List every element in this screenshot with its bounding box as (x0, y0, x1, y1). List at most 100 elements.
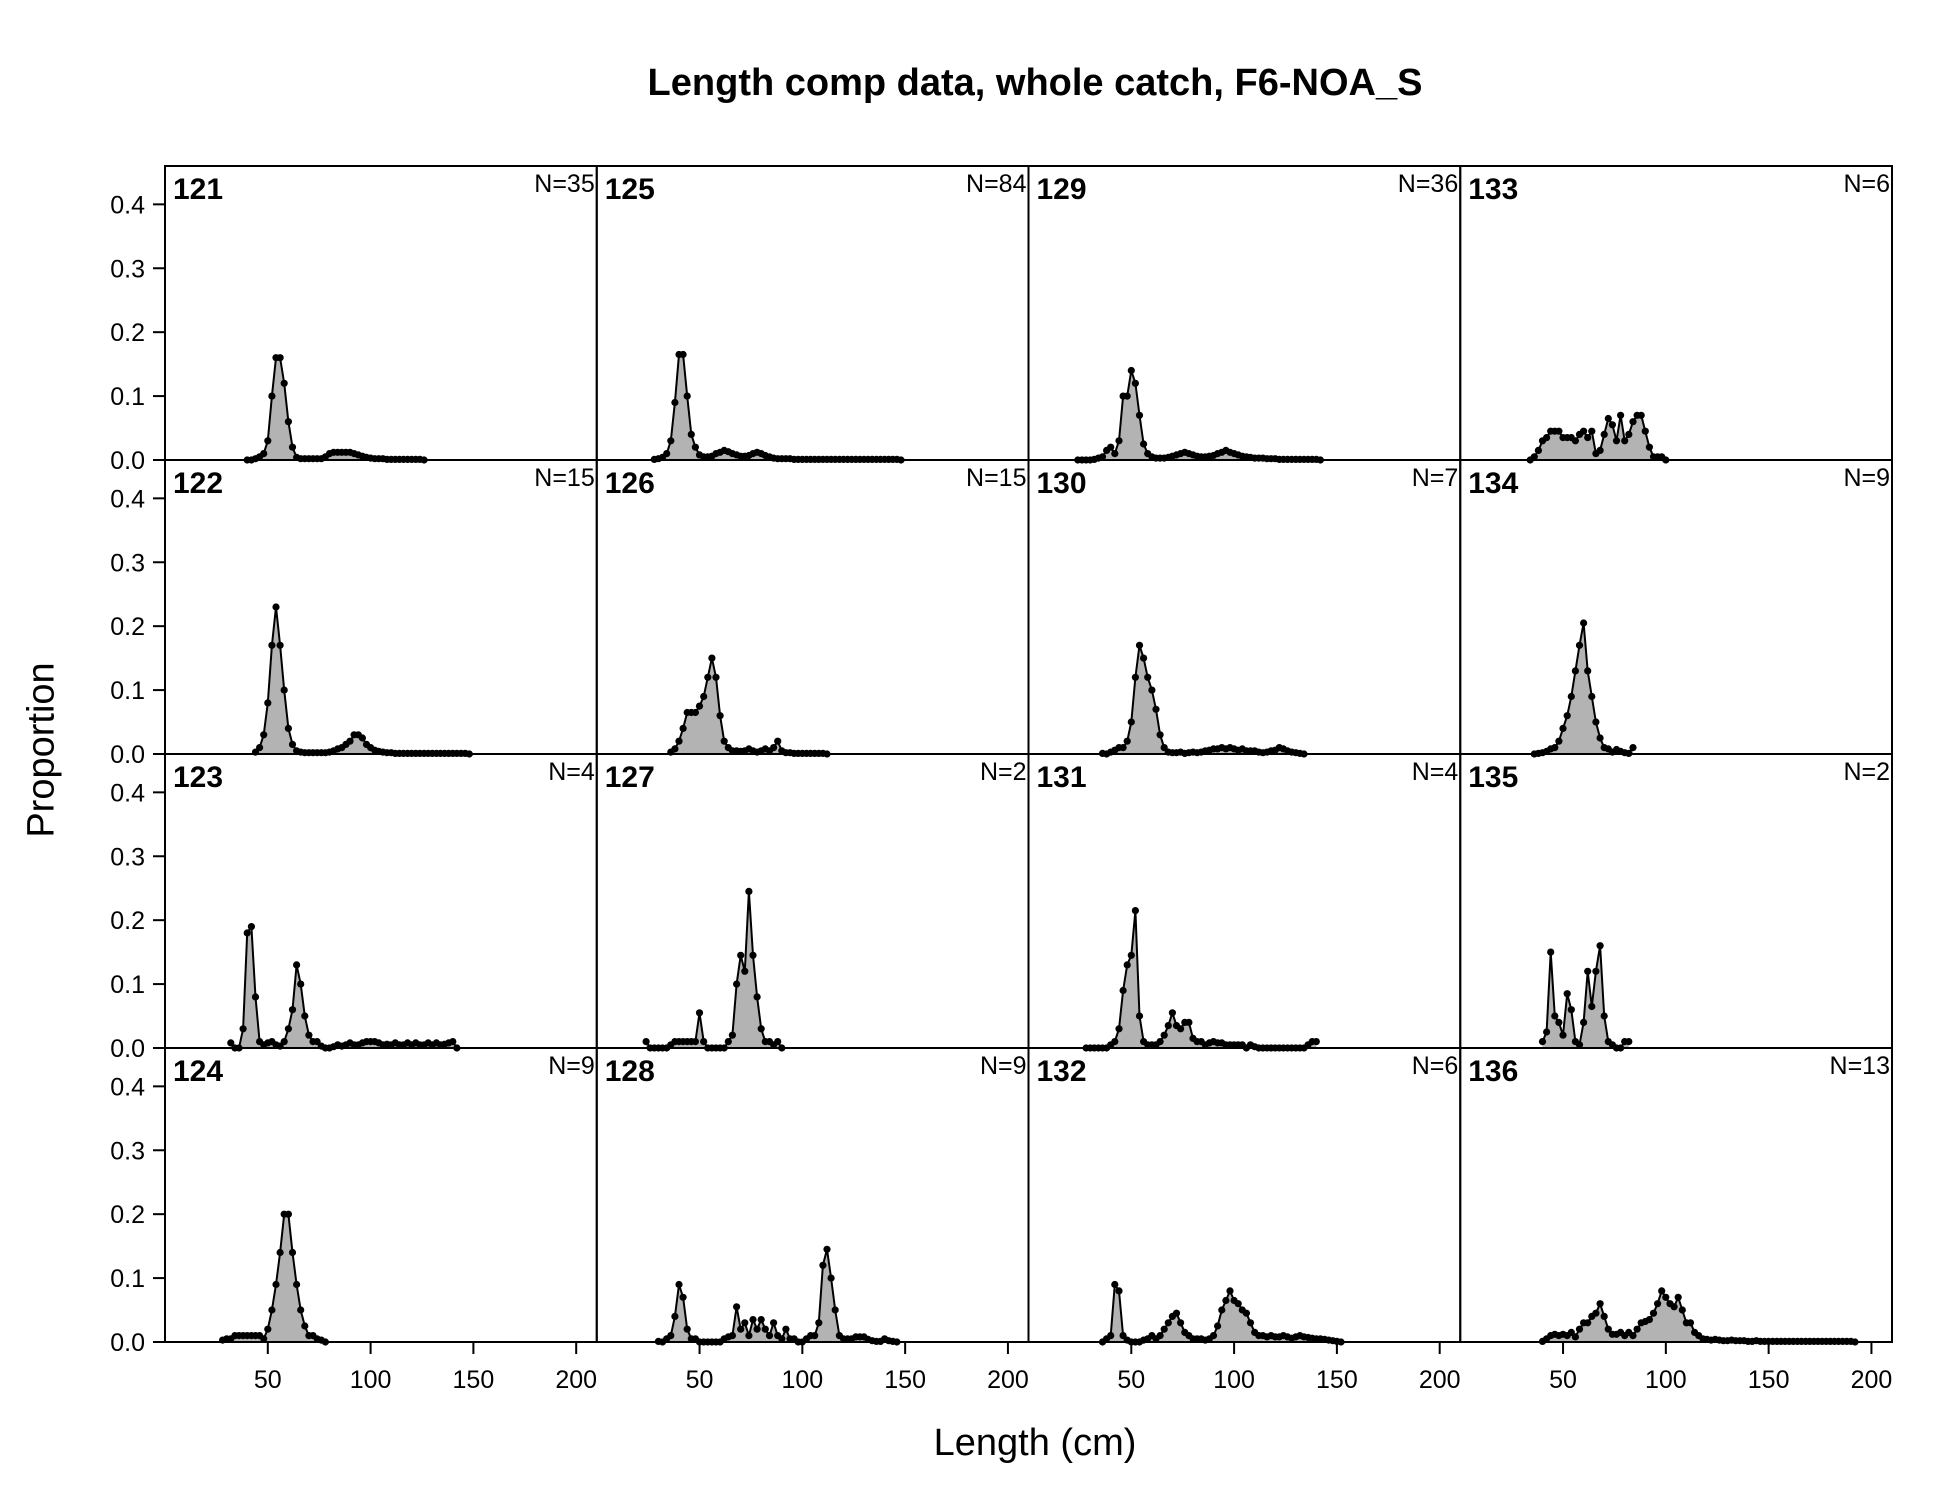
point-124-12 (268, 1306, 276, 1314)
point-132-16 (1164, 1319, 1172, 1327)
panel-frame-126 (595, 459, 1030, 755)
point-129-8 (1107, 443, 1115, 451)
line-123 (230, 923, 458, 1049)
panel-136: 136 N=13 50 100 150 200 (1459, 1047, 1893, 1394)
point-136-36 (1686, 1319, 1695, 1327)
point-121-4 (260, 450, 268, 458)
point-128-28 (770, 1319, 778, 1327)
area-130 (1102, 645, 1304, 754)
area-121 (247, 357, 425, 460)
x-tick-label: 100 (1213, 1366, 1255, 1394)
point-128-27 (765, 1332, 774, 1340)
point-136-29 (1658, 1287, 1666, 1295)
point-126-26 (774, 737, 782, 745)
area-125 (654, 354, 901, 460)
point-133-1 (1530, 453, 1538, 461)
point-125-8 (683, 392, 691, 400)
point-125-4 (667, 437, 675, 445)
panel-label-131: 131 (1037, 761, 1087, 794)
point-127-21 (728, 1031, 737, 1039)
point-127-23 (737, 951, 745, 959)
point-136-22 (1629, 1332, 1637, 1340)
point-122-3 (264, 699, 272, 707)
panel-frame-125 (595, 165, 1030, 461)
point-122-8 (284, 724, 292, 733)
point-135-15 (1600, 1012, 1608, 1020)
point-133-4 (1543, 434, 1551, 442)
y-tick-label: 0.1 (110, 1265, 145, 1293)
point-132-30 (1222, 1296, 1230, 1305)
point-123-16 (293, 961, 301, 969)
point-125-10 (691, 443, 700, 451)
panel-label-134: 134 (1468, 467, 1518, 500)
panel-frame-127 (595, 753, 1030, 1049)
area-129 (1077, 370, 1321, 460)
panel-label-136: 136 (1468, 1055, 1518, 1088)
y-tick-label: 0.1 (110, 677, 145, 705)
point-136-15 (1600, 1312, 1608, 1320)
panel-frame-122 (164, 459, 598, 755)
point-129-6 (1098, 453, 1107, 461)
point-135-21 (1625, 1038, 1633, 1046)
point-136-23 (1633, 1325, 1641, 1333)
point-132-27 (1209, 1332, 1218, 1340)
point-126-12 (716, 712, 724, 720)
point-132-29 (1218, 1306, 1226, 1314)
point-129-9 (1111, 450, 1119, 458)
point-123-3 (239, 1025, 247, 1033)
point-124-13 (272, 1280, 280, 1289)
point-126-8 (700, 692, 708, 701)
point-131-13 (1135, 1012, 1144, 1020)
x-tick-label: 200 (1851, 1366, 1893, 1394)
y-tick-label: 0.0 (110, 1035, 145, 1063)
point-129-12 (1123, 392, 1131, 400)
point-121-6 (268, 392, 276, 400)
point-131-20 (1164, 1022, 1172, 1030)
panel-frame-124 (164, 1047, 598, 1343)
point-136-14 (1596, 1300, 1604, 1308)
point-123-5 (247, 923, 255, 931)
point-129-10 (1115, 437, 1123, 445)
point-128-42 (827, 1274, 835, 1282)
point-133-18 (1600, 430, 1608, 438)
x-tick-label: 200 (987, 1366, 1029, 1394)
panel-frame-134 (1459, 459, 1893, 755)
y-tick-label: 0.1 (110, 383, 145, 411)
x-tick-label: 50 (686, 1366, 714, 1394)
point-134-14 (1588, 692, 1596, 701)
point-132-35 (1242, 1309, 1250, 1317)
point-121-8 (276, 354, 284, 362)
panel-label-133: 133 (1468, 173, 1518, 206)
point-131-8 (1115, 1025, 1123, 1033)
x-tick-label: 50 (1549, 1366, 1577, 1394)
point-131-11 (1127, 951, 1135, 959)
panel-135: 135 N=2 (1459, 753, 1893, 1052)
point-123-15 (288, 1006, 297, 1014)
panel-label-124: 124 (173, 1055, 223, 1088)
panel-frame-133 (1459, 165, 1893, 461)
panel-frame-121 (164, 165, 598, 461)
panel-label-128: 128 (605, 1055, 655, 1088)
point-128-5 (675, 1280, 683, 1289)
point-133-20 (1608, 421, 1616, 429)
point-123-18 (301, 1012, 309, 1020)
point-128-41 (823, 1245, 831, 1253)
point-135-1 (1543, 1028, 1551, 1036)
panel-frame-130 (1027, 459, 1462, 755)
point-133-23 (1621, 437, 1629, 445)
point-128-43 (831, 1306, 839, 1314)
point-123-0 (227, 1039, 235, 1047)
point-126-7 (695, 702, 704, 710)
point-133-17 (1596, 446, 1604, 454)
point-125-5 (671, 398, 679, 407)
area-126 (670, 658, 827, 754)
point-133-29 (1645, 443, 1653, 451)
point-130-12 (1148, 686, 1156, 694)
point-126-2 (675, 737, 683, 745)
point-121-5 (264, 437, 272, 445)
point-135-12 (1588, 1002, 1596, 1011)
point-127-0 (642, 1038, 650, 1046)
point-136-33 (1674, 1293, 1682, 1301)
point-122-23 (346, 737, 354, 745)
point-126-13 (720, 737, 728, 745)
